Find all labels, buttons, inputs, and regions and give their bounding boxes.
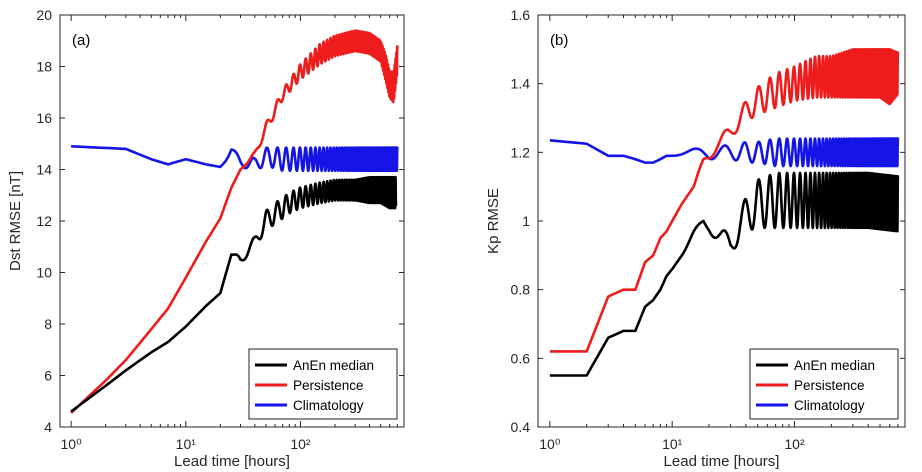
panel-a-ytick-label: 14 bbox=[36, 162, 52, 178]
panel-b: 0.4 0.6 0.8 1 1.2 1.4 1.6 10⁰ 10¹ 10² (b) Lead ti… bbox=[485, 7, 906, 470]
panel-b-x-axis-label: Lead time [hours] bbox=[664, 453, 780, 470]
panel-a-x-axis-label: Lead time [hours] bbox=[174, 453, 290, 470]
panel-b-xtick-label: 10⁰ bbox=[539, 436, 561, 452]
panel-b-legend: AnEn median Persistence Climatology bbox=[749, 348, 899, 420]
panel-b-ytick-label: 0.6 bbox=[511, 350, 531, 366]
panel-a-legend-label-climatology: Climatology bbox=[293, 398, 364, 413]
panel-b-ytick-label: 1.4 bbox=[511, 76, 531, 92]
panel-b-ytick-label: 1 bbox=[522, 213, 530, 229]
panel-a-ytick-label: 16 bbox=[36, 110, 52, 126]
panel-a: 4 6 8 10 12 14 16 18 20 10⁰ 10¹ 10² (a) Lead time [… bbox=[7, 7, 405, 470]
panel-a-xtick-label: 10² bbox=[290, 436, 311, 452]
panel-b-legend-label-anen: AnEn median bbox=[794, 358, 875, 373]
panel-a-legend-label-anen: AnEn median bbox=[293, 358, 374, 373]
panel-a-ytick-label: 8 bbox=[44, 316, 52, 332]
panel-a-series-persistence bbox=[70, 29, 399, 414]
panel-a-xtick-label: 10⁰ bbox=[61, 436, 83, 452]
panel-a-legend: AnEn median Persistence Climatology bbox=[248, 348, 398, 420]
panel-a-y-axis-label: Dst RMSE [nT] bbox=[7, 171, 24, 271]
panel-a-curves bbox=[70, 29, 399, 414]
panel-b-xtick-label: 10¹ bbox=[662, 436, 683, 452]
panel-b-series-persistence bbox=[549, 48, 900, 353]
panel-a-ytick-label: 18 bbox=[36, 59, 52, 75]
panel-a-series-climatology bbox=[71, 145, 399, 173]
panel-b-curves bbox=[549, 48, 900, 377]
panel-b-ytick-label: 1.2 bbox=[511, 144, 531, 160]
panel-b-tag: (b) bbox=[550, 32, 568, 49]
panel-a-ticks: 4 6 8 10 12 14 16 18 20 10⁰ 10¹ 10² bbox=[36, 7, 405, 452]
panel-b-y-axis-label: Kp RMSE bbox=[485, 188, 502, 254]
panel-b-xtick-label: 10² bbox=[784, 436, 805, 452]
panel-b-legend-label-persistence: Persistence bbox=[794, 378, 865, 393]
panel-a-tag: (a) bbox=[72, 32, 90, 49]
panel-a-ytick-label: 20 bbox=[36, 7, 52, 23]
panel-a-ytick-label: 4 bbox=[44, 419, 52, 435]
panel-a-ytick-label: 12 bbox=[36, 213, 52, 229]
panel-b-ytick-label: 1.6 bbox=[511, 7, 531, 23]
panel-b-legend-label-climatology: Climatology bbox=[794, 398, 865, 413]
panel-b-series-anen bbox=[549, 171, 900, 377]
panel-a-legend-label-persistence: Persistence bbox=[293, 378, 364, 393]
panel-a-xtick-label: 10¹ bbox=[176, 436, 197, 452]
panel-a-ytick-label: 10 bbox=[36, 265, 52, 281]
panel-b-series-climatology bbox=[549, 137, 900, 168]
panel-a-series-anen bbox=[70, 175, 398, 413]
panel-a-ytick-label: 6 bbox=[44, 368, 52, 384]
panel-b-ytick-label: 0.4 bbox=[511, 419, 531, 435]
panel-b-ytick-label: 0.8 bbox=[511, 282, 531, 298]
panel-b-ticks: 0.4 0.6 0.8 1 1.2 1.4 1.6 10⁰ 10¹ 10² bbox=[511, 7, 906, 452]
